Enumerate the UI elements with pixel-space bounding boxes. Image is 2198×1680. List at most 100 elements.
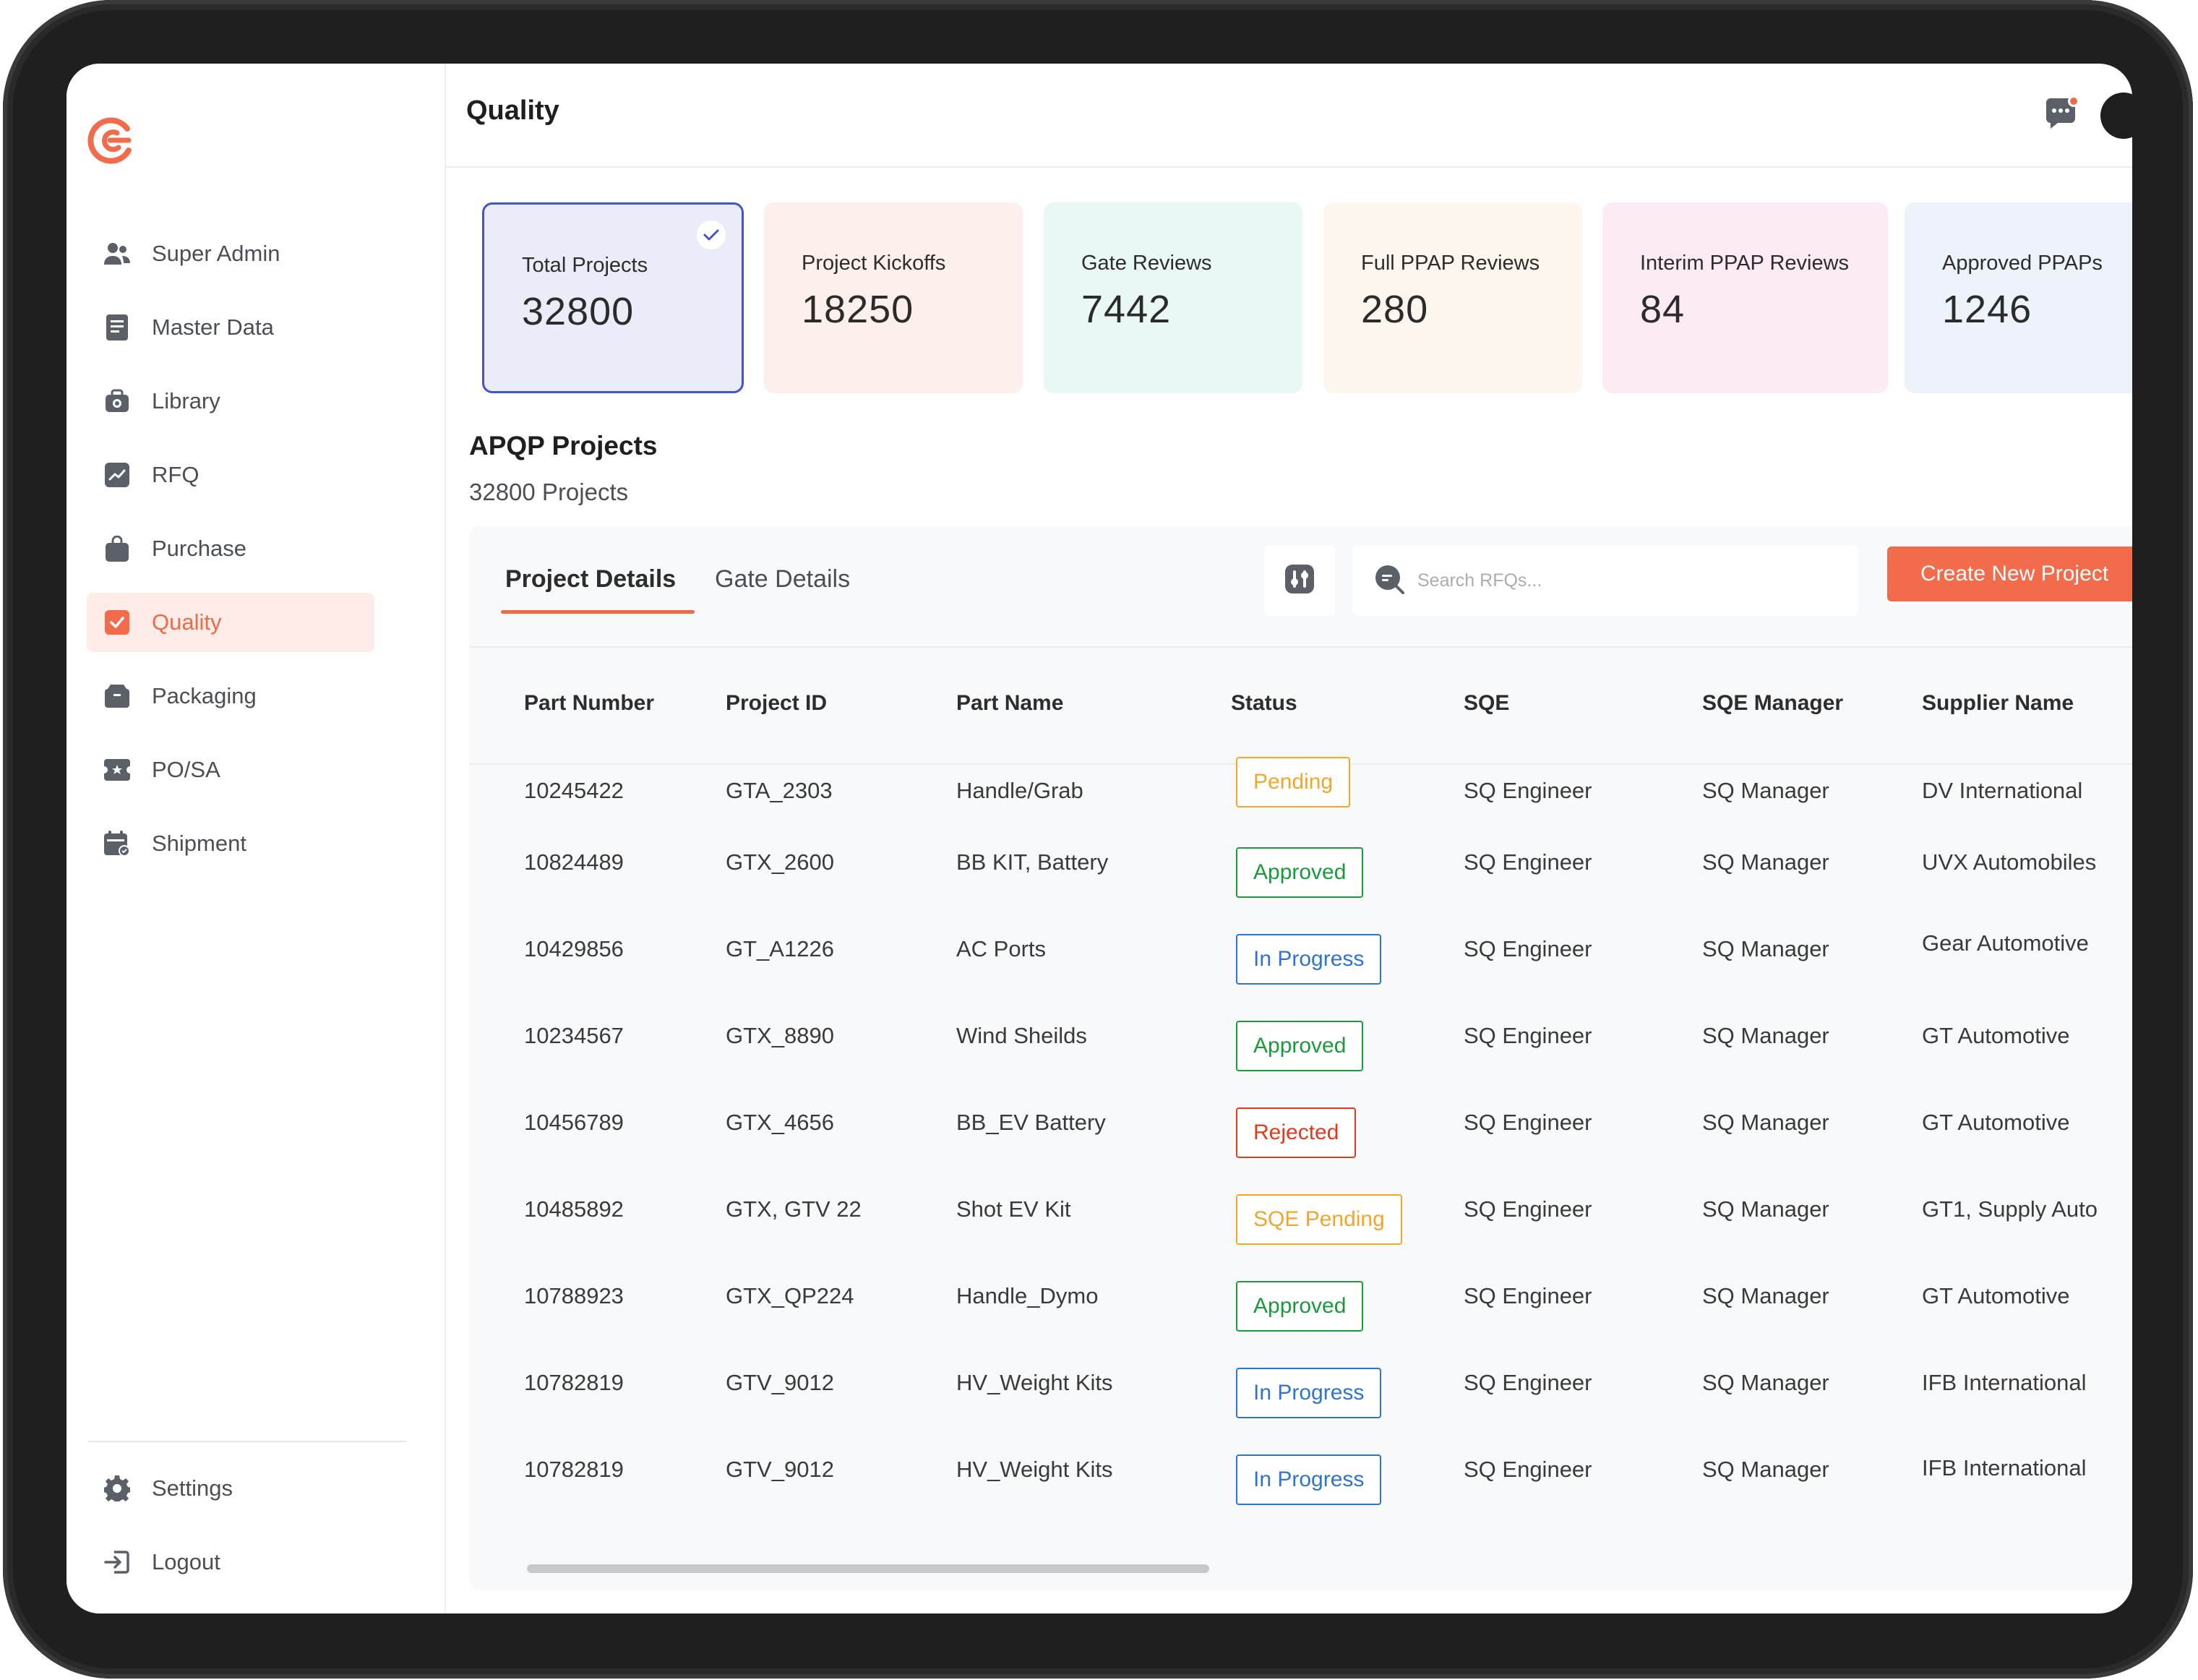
gear-icon <box>103 1474 132 1503</box>
database-icon <box>103 313 132 342</box>
cell-project-id: GTV_9012 <box>726 1370 834 1395</box>
cell-part-number: 10245422 <box>524 778 624 803</box>
sidebar: Super Admin Master Data Library RFQ <box>66 64 446 1613</box>
column-header-part-number[interactable]: Part Number <box>524 691 655 715</box>
column-header-project-id[interactable]: Project ID <box>726 691 828 715</box>
brand-logo-icon[interactable] <box>85 114 139 168</box>
users-icon <box>103 239 132 268</box>
check-icon <box>697 220 726 249</box>
ticket-icon <box>103 755 132 784</box>
tab-gate-details[interactable]: Gate Details <box>715 565 851 593</box>
cell-part-name: HV_Weight Kits <box>956 1457 1113 1482</box>
cell-part-number: 10782819 <box>524 1370 624 1395</box>
cell-part-name: Handle/Grab <box>956 778 1083 803</box>
chat-icon[interactable] <box>2042 95 2082 136</box>
cell-project-id: GTX, GTV 22 <box>726 1196 862 1222</box>
stat-card[interactable]: Full PPAP Reviews 280 <box>1323 202 1582 393</box>
avatar[interactable] <box>2100 93 2132 139</box>
cell-part-name: BB KIT, Battery <box>956 849 1109 875</box>
sidebar-item-super-admin[interactable]: Super Admin <box>87 224 374 283</box>
sidebar-item-label: Settings <box>152 1475 233 1501</box>
stat-card-label: Interim PPAP Reviews <box>1640 252 1850 275</box>
project-count: 32800 Projects <box>469 479 629 505</box>
sidebar-item-po-sa[interactable]: PO/SA <box>87 740 374 800</box>
cell-part-name: Wind Sheilds <box>956 1023 1087 1048</box>
cell-part-name: HV_Weight Kits <box>956 1370 1113 1395</box>
stat-card[interactable]: Project Kickoffs 18250 <box>764 202 1023 393</box>
stat-card[interactable]: Interim PPAP Reviews 84 <box>1602 202 1888 393</box>
column-header-supplier-name[interactable]: Supplier Name <box>1922 691 2074 715</box>
cell-supplier-name: GT Automotive <box>1922 1283 2070 1308</box>
cell-project-id: GTX_2600 <box>726 849 834 875</box>
cell-part-name: AC Ports <box>956 936 1047 961</box>
check-square-icon <box>103 608 132 637</box>
sidebar-item-library[interactable]: Library <box>87 372 374 431</box>
cell-part-name: BB_EV Battery <box>956 1110 1106 1135</box>
stat-card-value: 1246 <box>1942 288 2032 331</box>
search-input[interactable] <box>1417 570 1822 591</box>
status-badge: In Progress <box>1236 1454 1382 1505</box>
stat-card[interactable]: Total Projects 32800 <box>482 202 744 393</box>
stat-cards: Total Projects 32800 Project Kickoffs 18250… <box>482 202 2132 393</box>
sidebar-item-master-data[interactable]: Master Data <box>87 298 374 357</box>
cell-project-id: GTA_2303 <box>726 778 833 803</box>
bag-icon <box>103 534 132 563</box>
cell-project-id: GT_A1226 <box>726 936 834 961</box>
stat-card-value: 32800 <box>522 290 635 333</box>
stat-card[interactable]: Gate Reviews 7442 <box>1044 202 1302 393</box>
sidebar-item-label: Master Data <box>152 314 274 340</box>
cell-sqe: SQ Engineer <box>1464 849 1592 875</box>
column-header-sqe[interactable]: SQE <box>1464 691 1510 715</box>
cell-part-number: 10429856 <box>524 936 624 961</box>
sidebar-item-label: RFQ <box>152 462 199 487</box>
sidebar-item-purchase[interactable]: Purchase <box>87 519 374 578</box>
create-new-project-button[interactable]: Create New Project <box>1887 547 2132 601</box>
status-badge: Approved <box>1236 847 1364 898</box>
cell-sqe-manager: SQ Manager <box>1702 778 1829 803</box>
cell-sqe: SQ Engineer <box>1464 1110 1592 1135</box>
sidebar-item-quality[interactable]: Quality <box>87 593 374 652</box>
sidebar-item-packaging[interactable]: Packaging <box>87 667 374 726</box>
cell-project-id: GTX_4656 <box>726 1110 834 1135</box>
sidebar-nav: Super Admin Master Data Library RFQ <box>87 224 374 888</box>
cell-project-id: GTX_QP224 <box>726 1283 854 1308</box>
sidebar-item-shipment[interactable]: Shipment <box>87 814 374 873</box>
stat-card-label: Full PPAP Reviews <box>1361 252 1540 275</box>
search-icon <box>1374 564 1404 598</box>
stat-card-value: 280 <box>1361 288 1429 331</box>
calendar-icon <box>103 829 132 858</box>
sidebar-item-label: Purchase <box>152 536 246 561</box>
cell-sqe: SQ Engineer <box>1464 778 1592 803</box>
library-icon <box>103 387 132 416</box>
notification-dot <box>2068 95 2079 107</box>
logout-icon <box>103 1548 132 1577</box>
filter-button[interactable] <box>1264 545 1335 616</box>
sidebar-item-rfq[interactable]: RFQ <box>87 445 374 505</box>
cell-part-name: Shot EV Kit <box>956 1196 1071 1222</box>
cell-part-name: Handle_Dymo <box>956 1283 1099 1308</box>
stat-card[interactable]: Approved PPAPs 1246 <box>1905 202 2132 393</box>
sidebar-item-label: Quality <box>152 609 222 635</box>
column-header-status[interactable]: Status <box>1231 691 1297 715</box>
sidebar-item-label: Super Admin <box>152 241 280 266</box>
sidebar-item-label: Logout <box>152 1549 220 1574</box>
column-header-part-name[interactable]: Part Name <box>956 691 1064 715</box>
horizontal-scrollbar[interactable] <box>527 1564 1209 1573</box>
sidebar-item-settings[interactable]: Settings <box>87 1459 374 1518</box>
cell-sqe-manager: SQ Manager <box>1702 1023 1829 1048</box>
tab-project-details[interactable]: Project Details <box>505 565 677 593</box>
active-tab-indicator <box>501 610 695 614</box>
cell-part-number: 10485892 <box>524 1196 624 1222</box>
search-box <box>1352 545 1858 616</box>
cell-sqe-manager: SQ Manager <box>1702 1110 1829 1135</box>
cell-supplier-name: Gear Automotive <box>1922 930 2089 956</box>
sidebar-item-label: PO/SA <box>152 757 220 782</box>
cell-part-number: 10782819 <box>524 1457 624 1482</box>
sliders-icon <box>1284 563 1315 599</box>
column-header-sqe-manager[interactable]: SQE Manager <box>1702 691 1844 715</box>
status-badge: Approved <box>1236 1021 1364 1071</box>
chart-icon <box>103 460 132 489</box>
sidebar-item-logout[interactable]: Logout <box>87 1533 374 1592</box>
cell-part-number: 10456789 <box>524 1110 624 1135</box>
cell-sqe: SQ Engineer <box>1464 1457 1592 1482</box>
